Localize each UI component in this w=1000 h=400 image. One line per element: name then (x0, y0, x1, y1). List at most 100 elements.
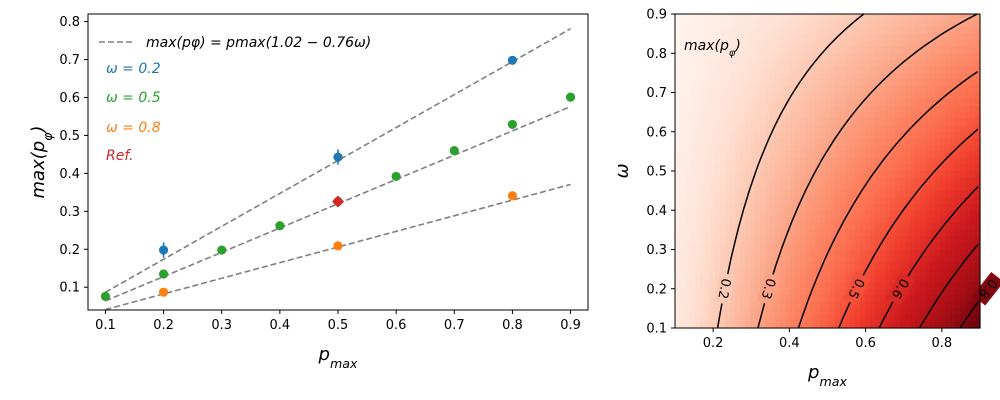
heatmap-cell (855, 164, 861, 172)
heatmap-cell (965, 85, 971, 94)
heatmap-cell (920, 157, 926, 166)
heatmap-cell (745, 151, 751, 159)
heatmap-cell (975, 262, 981, 270)
heatmap-cell (955, 184, 961, 192)
heatmap-cell (950, 164, 956, 172)
heatmap-cell (680, 33, 686, 41)
heatmap-cell (860, 210, 866, 218)
heatmap-cell (680, 203, 686, 211)
heatmap-cell (965, 59, 971, 67)
heatmap-cell (970, 229, 976, 238)
heatmap-cell (840, 144, 846, 152)
heatmap-cell (730, 144, 736, 152)
heatmap-cell (760, 223, 766, 231)
heatmap-cell (830, 105, 836, 113)
heatmap-cell (750, 282, 756, 290)
heatmap-cell (880, 59, 886, 67)
heatmap-cell (765, 256, 771, 264)
heatmap-cell (925, 164, 931, 172)
heatmap-cell (850, 144, 856, 152)
heatmap-cell (720, 157, 726, 166)
heatmap-cell (840, 85, 846, 94)
heatmap-cell (900, 236, 906, 244)
heatmap-cell (775, 138, 781, 146)
heatmap-cell (730, 20, 736, 28)
heatmap-cell (750, 85, 756, 94)
heatmap-cell (925, 46, 931, 54)
heatmap-cell (790, 288, 796, 296)
heatmap-cell (825, 53, 831, 61)
heatmap-cell (860, 262, 866, 270)
heatmap-cell (725, 301, 731, 309)
heatmap-cell (730, 314, 736, 323)
heatmap-cell (755, 223, 761, 231)
heatmap-cell (920, 223, 926, 231)
heatmap-cell (940, 275, 946, 283)
heatmap-cell (785, 269, 791, 277)
heatmap-cell (940, 236, 946, 244)
heatmap-cell (810, 210, 816, 218)
heatmap-cell (945, 203, 951, 211)
heatmap-cell (805, 27, 811, 35)
heatmap-cell (845, 314, 851, 323)
heatmap-cell (910, 131, 916, 139)
heatmap-cell (755, 171, 761, 179)
heatmap-cell (895, 301, 901, 309)
heatmap-cell (820, 210, 826, 218)
heatmap-cell (915, 295, 921, 303)
heatmap-cell (855, 256, 861, 264)
heatmap-cell (785, 262, 791, 270)
heatmap-cell (790, 66, 796, 74)
heatmap-cell (830, 236, 836, 244)
heatmap-cell (925, 262, 931, 270)
heatmap-cell (800, 151, 806, 159)
heatmap-cell (730, 72, 736, 81)
heatmap-cell (705, 53, 711, 61)
heatmap-cell (740, 256, 746, 264)
heatmap-cell (820, 138, 826, 146)
heatmap-cell (780, 27, 786, 35)
heatmap-cell (915, 164, 921, 172)
heatmap-cell (925, 151, 931, 159)
heatmap-cell (810, 177, 816, 185)
heatmap-cell (695, 20, 701, 28)
heatmap-cell (730, 295, 736, 303)
heatmap-cell (850, 184, 856, 192)
heatmap-cell (760, 53, 766, 61)
heatmap-cell (805, 236, 811, 244)
heatmap-cell (820, 27, 826, 35)
heatmap-cell (975, 105, 981, 113)
heatmap-cell (865, 308, 871, 316)
heatmap-cell (975, 308, 981, 316)
heatmap-cell (720, 301, 726, 309)
heatmap-cell (790, 99, 796, 107)
heatmap-cell (925, 144, 931, 152)
heatmap-cell (845, 321, 851, 329)
heatmap-cell (950, 321, 956, 329)
heatmap-cell (750, 210, 756, 218)
heatmap-cell (705, 125, 711, 133)
heatmap-cell (800, 79, 806, 87)
heatmap-cell (960, 249, 966, 257)
heatmap-cell (950, 112, 956, 120)
heatmap-cell (800, 223, 806, 231)
heatmap-cell (745, 242, 751, 251)
heatmap-cell (805, 269, 811, 277)
heatmap-cell (785, 197, 791, 205)
heatmap-cell (860, 85, 866, 94)
heatmap-cell (730, 301, 736, 309)
heatmap-cell (900, 171, 906, 179)
heatmap-cell (765, 262, 771, 270)
heatmap-cell (915, 151, 921, 159)
heatmap-cell (790, 236, 796, 244)
heatmap-cell (910, 85, 916, 94)
heatmap-cell (835, 269, 841, 277)
heatmap-cell (675, 131, 681, 139)
heatmap-cell (700, 20, 706, 28)
heatmap-cell (770, 79, 776, 87)
heatmap-cell (720, 210, 726, 218)
heatmap-cell (815, 314, 821, 323)
heatmap-cell (695, 249, 701, 257)
heatmap-cell (800, 125, 806, 133)
data-point (158, 287, 169, 297)
